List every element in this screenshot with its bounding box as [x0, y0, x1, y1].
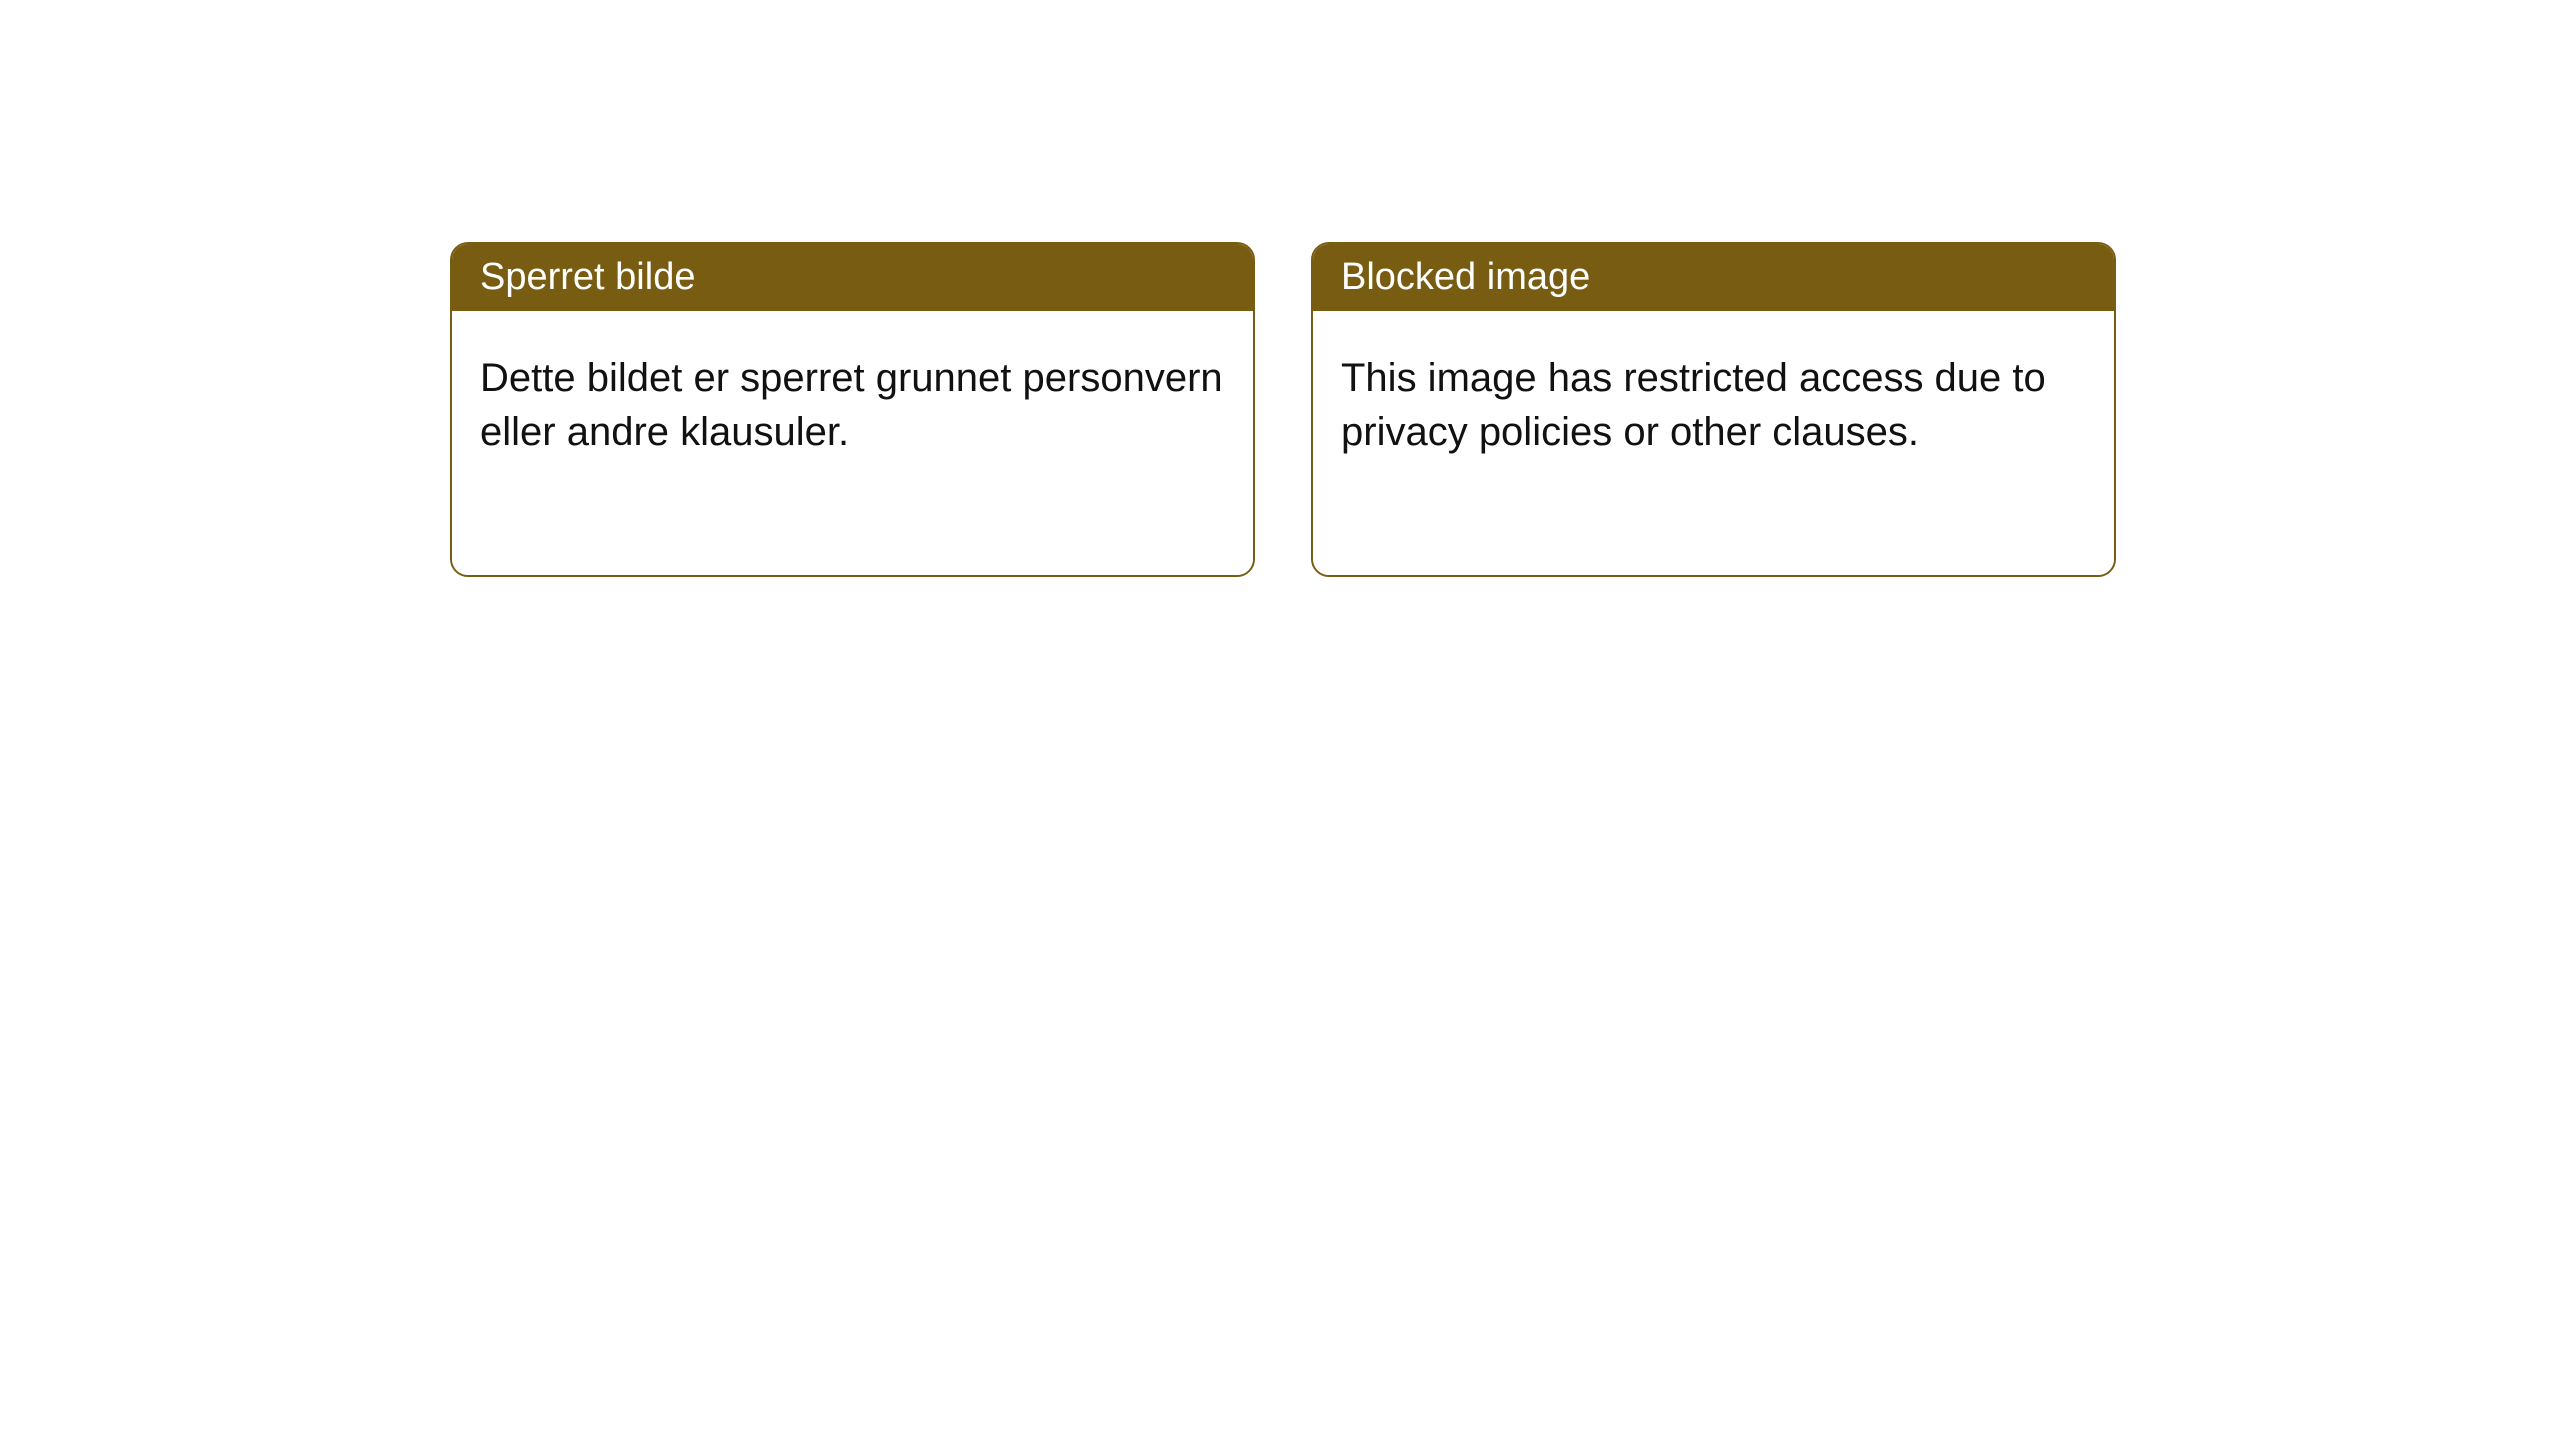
card-body-en: This image has restricted access due to … [1313, 311, 2114, 575]
blocked-image-notice-container: Sperret bilde Dette bildet er sperret gr… [450, 242, 2116, 577]
card-header-text-no: Sperret bilde [480, 256, 695, 298]
card-body-text-en: This image has restricted access due to … [1341, 356, 2046, 454]
blocked-image-card-en: Blocked image This image has restricted … [1311, 242, 2116, 577]
blocked-image-card-no: Sperret bilde Dette bildet er sperret gr… [450, 242, 1255, 577]
card-header-en: Blocked image [1313, 244, 2114, 311]
card-header-no: Sperret bilde [452, 244, 1253, 311]
card-body-no: Dette bildet er sperret grunnet personve… [452, 311, 1253, 575]
card-body-text-no: Dette bildet er sperret grunnet personve… [480, 356, 1223, 454]
card-header-text-en: Blocked image [1341, 256, 1590, 298]
